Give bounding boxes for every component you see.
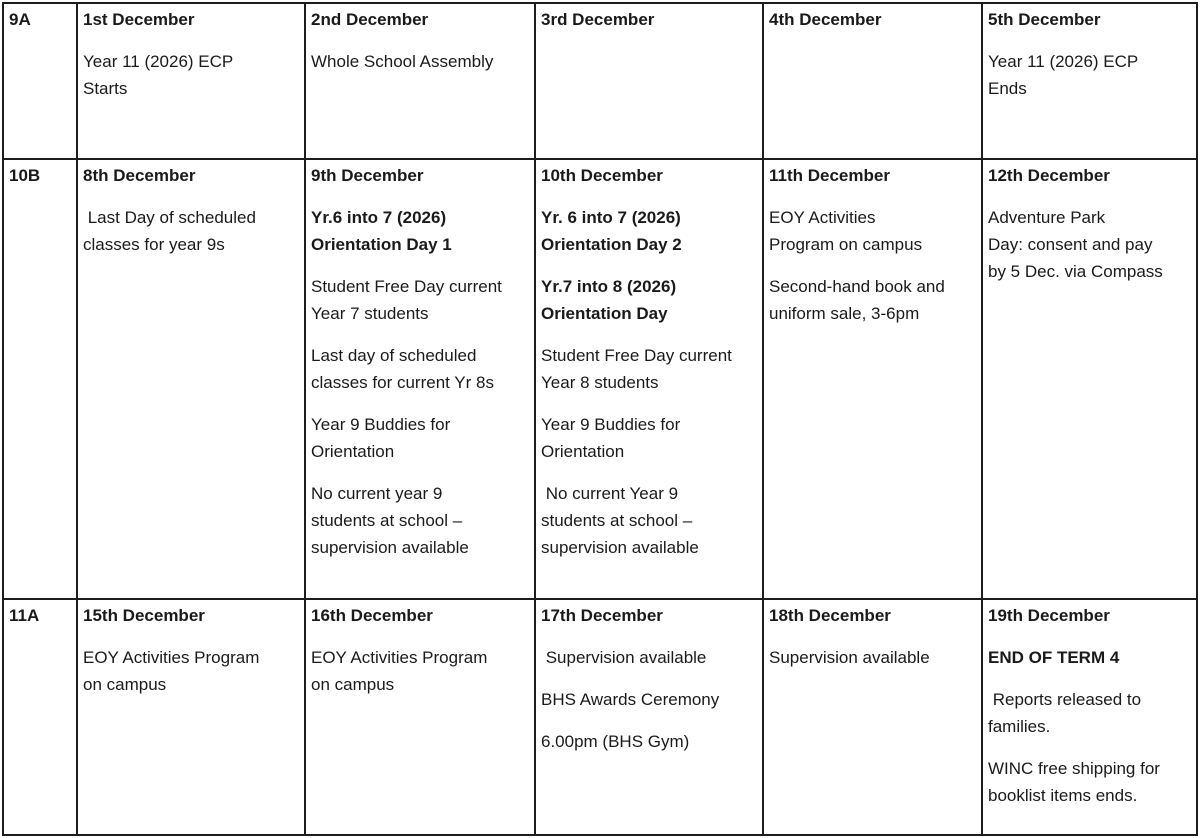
date-heading: 5th December [988,10,1101,29]
event-text: Second-hand book and uniform sale, 3-6pm [769,277,945,323]
date-heading: 18th December [769,606,891,625]
event-text: Year 11 (2026) ECP Starts [83,52,234,98]
week-row: 9A 1st December Year 11 (2026) ECP Starts 2… [2,2,1198,160]
day-cell: 9th December Yr.6 into 7 (2026) Orientati… [304,158,536,600]
day-cell: 11th December EOY Activities Program on c… [762,158,983,600]
event-text: Supervision available [541,648,707,667]
event-text-bold: Yr.7 into 8 (2026) Orientation Day [541,277,677,323]
date-heading: 17th December [541,606,663,625]
date-heading: 10th December [541,166,663,185]
date-heading: 3rd December [541,10,655,29]
day-cell: 15th December EOY Activities Program on c… [76,598,306,836]
event-text: 6.00pm (BHS Gym) [541,732,690,751]
date-heading: 19th December [988,606,1110,625]
event-text: No current year 9 students at school – s… [311,484,469,557]
date-heading: 11th December [769,166,890,185]
event-text: Supervision available [769,648,930,667]
event-text: Student Free Day current Year 8 students [541,346,732,392]
day-cell: 2nd December Whole School Assembly [304,2,536,160]
event-text: BHS Awards Ceremony [541,690,720,709]
day-cell: 12th December Adventure Park Day: consent… [981,158,1198,600]
event-text: No current Year 9 students at school – s… [541,484,699,557]
event-text: Year 9 Buddies for Orientation [541,415,681,461]
date-heading: 8th December [83,166,196,185]
event-text: Adventure Park Day: consent and pay by 5… [988,208,1163,281]
day-cell: 5th December Year 11 (2026) ECP Ends [981,2,1198,160]
week-label: 9A [2,2,78,160]
date-heading: 15th December [83,606,205,625]
date-heading: 2nd December [311,10,429,29]
event-text: Student Free Day current Year 7 students [311,277,502,323]
event-text-bold: END OF TERM 4 [988,648,1120,667]
week-row: 10B 8th December Last Day of scheduled cl… [2,158,1198,600]
day-cell: 3rd December [534,2,764,160]
date-heading: 1st December [83,10,195,29]
event-text: Last Day of scheduled classes for year 9… [83,208,256,254]
day-cell: 8th December Last Day of scheduled class… [76,158,306,600]
event-text-bold: Yr.6 into 7 (2026) Orientation Day 1 [311,208,452,254]
day-cell: 4th December [762,2,983,160]
event-text: Year 11 (2026) ECP Ends [988,52,1139,98]
day-cell: 16th December EOY Activities Program on c… [304,598,536,836]
event-text-bold: Yr. 6 into 7 (2026) Orientation Day 2 [541,208,682,254]
event-text: EOY Activities Program on campus [769,208,923,254]
week-label: 11A [2,598,78,836]
week-row: 11A 15th December EOY Activities Program o… [2,598,1198,836]
day-cell: 17th December Supervision available BHS A… [534,598,764,836]
event-text: Whole School Assembly [311,52,494,71]
day-cell: 10th December Yr. 6 into 7 (2026) Orienta… [534,158,764,600]
event-text: WINC free shipping for booklist items en… [988,759,1160,805]
day-cell: 1st December Year 11 (2026) ECP Starts [76,2,306,160]
week-label: 10B [2,158,78,600]
date-heading: 12th December [988,166,1110,185]
event-text: Last day of scheduled classes for curren… [311,346,494,392]
event-text: EOY Activities Program on campus [83,648,260,694]
day-cell: 19th December END OF TERM 4 Reports relea… [981,598,1198,836]
event-text: EOY Activities Program on campus [311,648,488,694]
date-heading: 16th December [311,606,433,625]
event-text: Year 9 Buddies for Orientation [311,415,451,461]
event-text: Reports released to families. [988,690,1142,736]
day-cell: 18th December Supervision available [762,598,983,836]
date-heading: 9th December [311,166,424,185]
date-heading: 4th December [769,10,882,29]
